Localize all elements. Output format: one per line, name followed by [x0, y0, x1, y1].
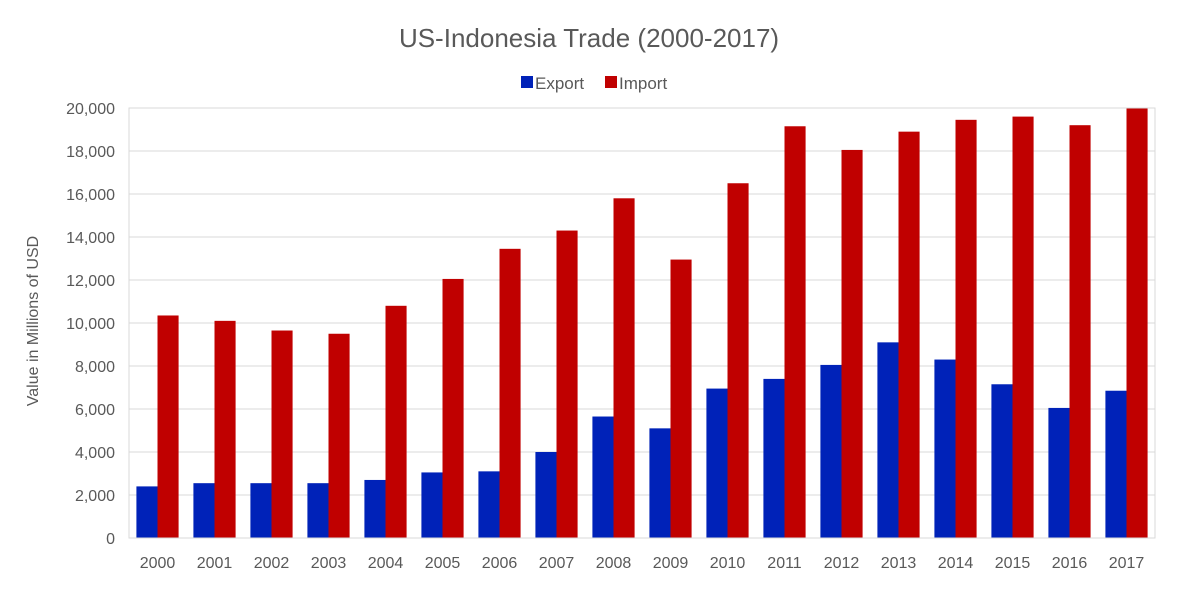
chart-title: US-Indonesia Trade (2000-2017): [399, 23, 779, 53]
bar-export-2010: [706, 388, 728, 538]
y-tick-label: 12,000: [66, 273, 115, 290]
bar-import-2008: [613, 198, 635, 539]
x-tick-label: 2014: [938, 555, 974, 572]
y-tick-label: 18,000: [66, 144, 115, 161]
x-tick-label: 2001: [197, 555, 233, 572]
bar-import-2003: [328, 333, 350, 538]
legend-label-import: Import: [619, 74, 667, 93]
y-tick-label: 6,000: [75, 402, 115, 419]
bar-import-2017: [1126, 108, 1148, 538]
x-tick-label: 2000: [140, 555, 176, 572]
y-tick-labels: 0 2,000 4,000 6,000 8,000 10,000 12,000 14,000 1…: [66, 101, 115, 548]
bar-import-2000: [157, 315, 179, 538]
bar-export-2012: [820, 364, 842, 538]
plot-frame: [128, 107, 1156, 539]
bar-import-2015: [1012, 116, 1034, 538]
bar-import-2010: [727, 183, 749, 538]
bar-export-2014: [934, 359, 956, 538]
bar-export-2016: [1048, 407, 1070, 538]
bar-export-2000: [136, 486, 158, 538]
bar-export-2015: [991, 384, 1013, 538]
bar-export-2017: [1105, 390, 1127, 538]
bar-export-2005: [421, 472, 443, 538]
bar-import-2004: [385, 305, 407, 538]
x-tick-label: 2017: [1109, 555, 1145, 572]
legend-swatch-export: [521, 76, 533, 88]
bar-export-2002: [250, 483, 272, 538]
legend-swatch-import: [605, 76, 617, 88]
x-tick-label: 2011: [767, 555, 802, 572]
legend-label-export: Export: [535, 74, 584, 93]
x-tick-label: 2010: [710, 555, 746, 572]
y-tick-label: 0: [106, 531, 115, 548]
bar-import-2013: [898, 131, 920, 538]
bar-export-2009: [649, 428, 671, 538]
bars: [136, 108, 1148, 539]
x-tick-label: 2005: [425, 555, 461, 572]
bar-export-2004: [364, 479, 386, 538]
x-tick-label: 2006: [482, 555, 518, 572]
bar-import-2006: [499, 248, 521, 538]
x-tick-labels: 2000 2001 2002 2003 2004 2005 2006 2007 2008 2009…: [140, 555, 1145, 572]
x-tick-label: 2013: [881, 555, 917, 572]
y-tick-label: 20,000: [66, 101, 115, 118]
bar-export-2003: [307, 483, 329, 538]
y-tick-label: 8,000: [75, 359, 115, 376]
bar-export-2007: [535, 452, 557, 538]
bar-import-2005: [442, 278, 464, 538]
y-tick-label: 16,000: [66, 187, 115, 204]
y-tick-label: 2,000: [75, 488, 115, 505]
y-tick-label: 10,000: [66, 316, 115, 333]
y-tick-label: 14,000: [66, 230, 115, 247]
bar-import-2012: [841, 149, 863, 538]
bar-export-2013: [877, 342, 899, 538]
bar-export-2001: [193, 483, 215, 538]
bar-import-2009: [670, 259, 692, 538]
bar-import-2001: [214, 320, 236, 538]
bar-export-2006: [478, 471, 500, 538]
bar-export-2008: [592, 416, 614, 538]
x-tick-label: 2004: [368, 555, 404, 572]
x-tick-label: 2012: [824, 555, 860, 572]
x-tick-label: 2016: [1052, 555, 1088, 572]
bar-import-2016: [1069, 125, 1091, 538]
bar-import-2014: [955, 119, 977, 538]
x-tick-label: 2009: [653, 555, 689, 572]
x-tick-label: 2008: [596, 555, 632, 572]
legend: Export Import: [521, 74, 667, 93]
bar-import-2011: [784, 126, 806, 539]
bar-import-2002: [271, 330, 293, 538]
bar-export-2011: [763, 378, 785, 538]
bar-import-2007: [556, 230, 578, 539]
x-tick-label: 2015: [995, 555, 1031, 572]
y-tick-label: 4,000: [75, 445, 115, 462]
y-axis-label: Value in Millions of USD: [25, 236, 42, 406]
x-tick-label: 2007: [539, 555, 575, 572]
x-tick-label: 2003: [311, 555, 347, 572]
x-tick-label: 2002: [254, 555, 290, 572]
